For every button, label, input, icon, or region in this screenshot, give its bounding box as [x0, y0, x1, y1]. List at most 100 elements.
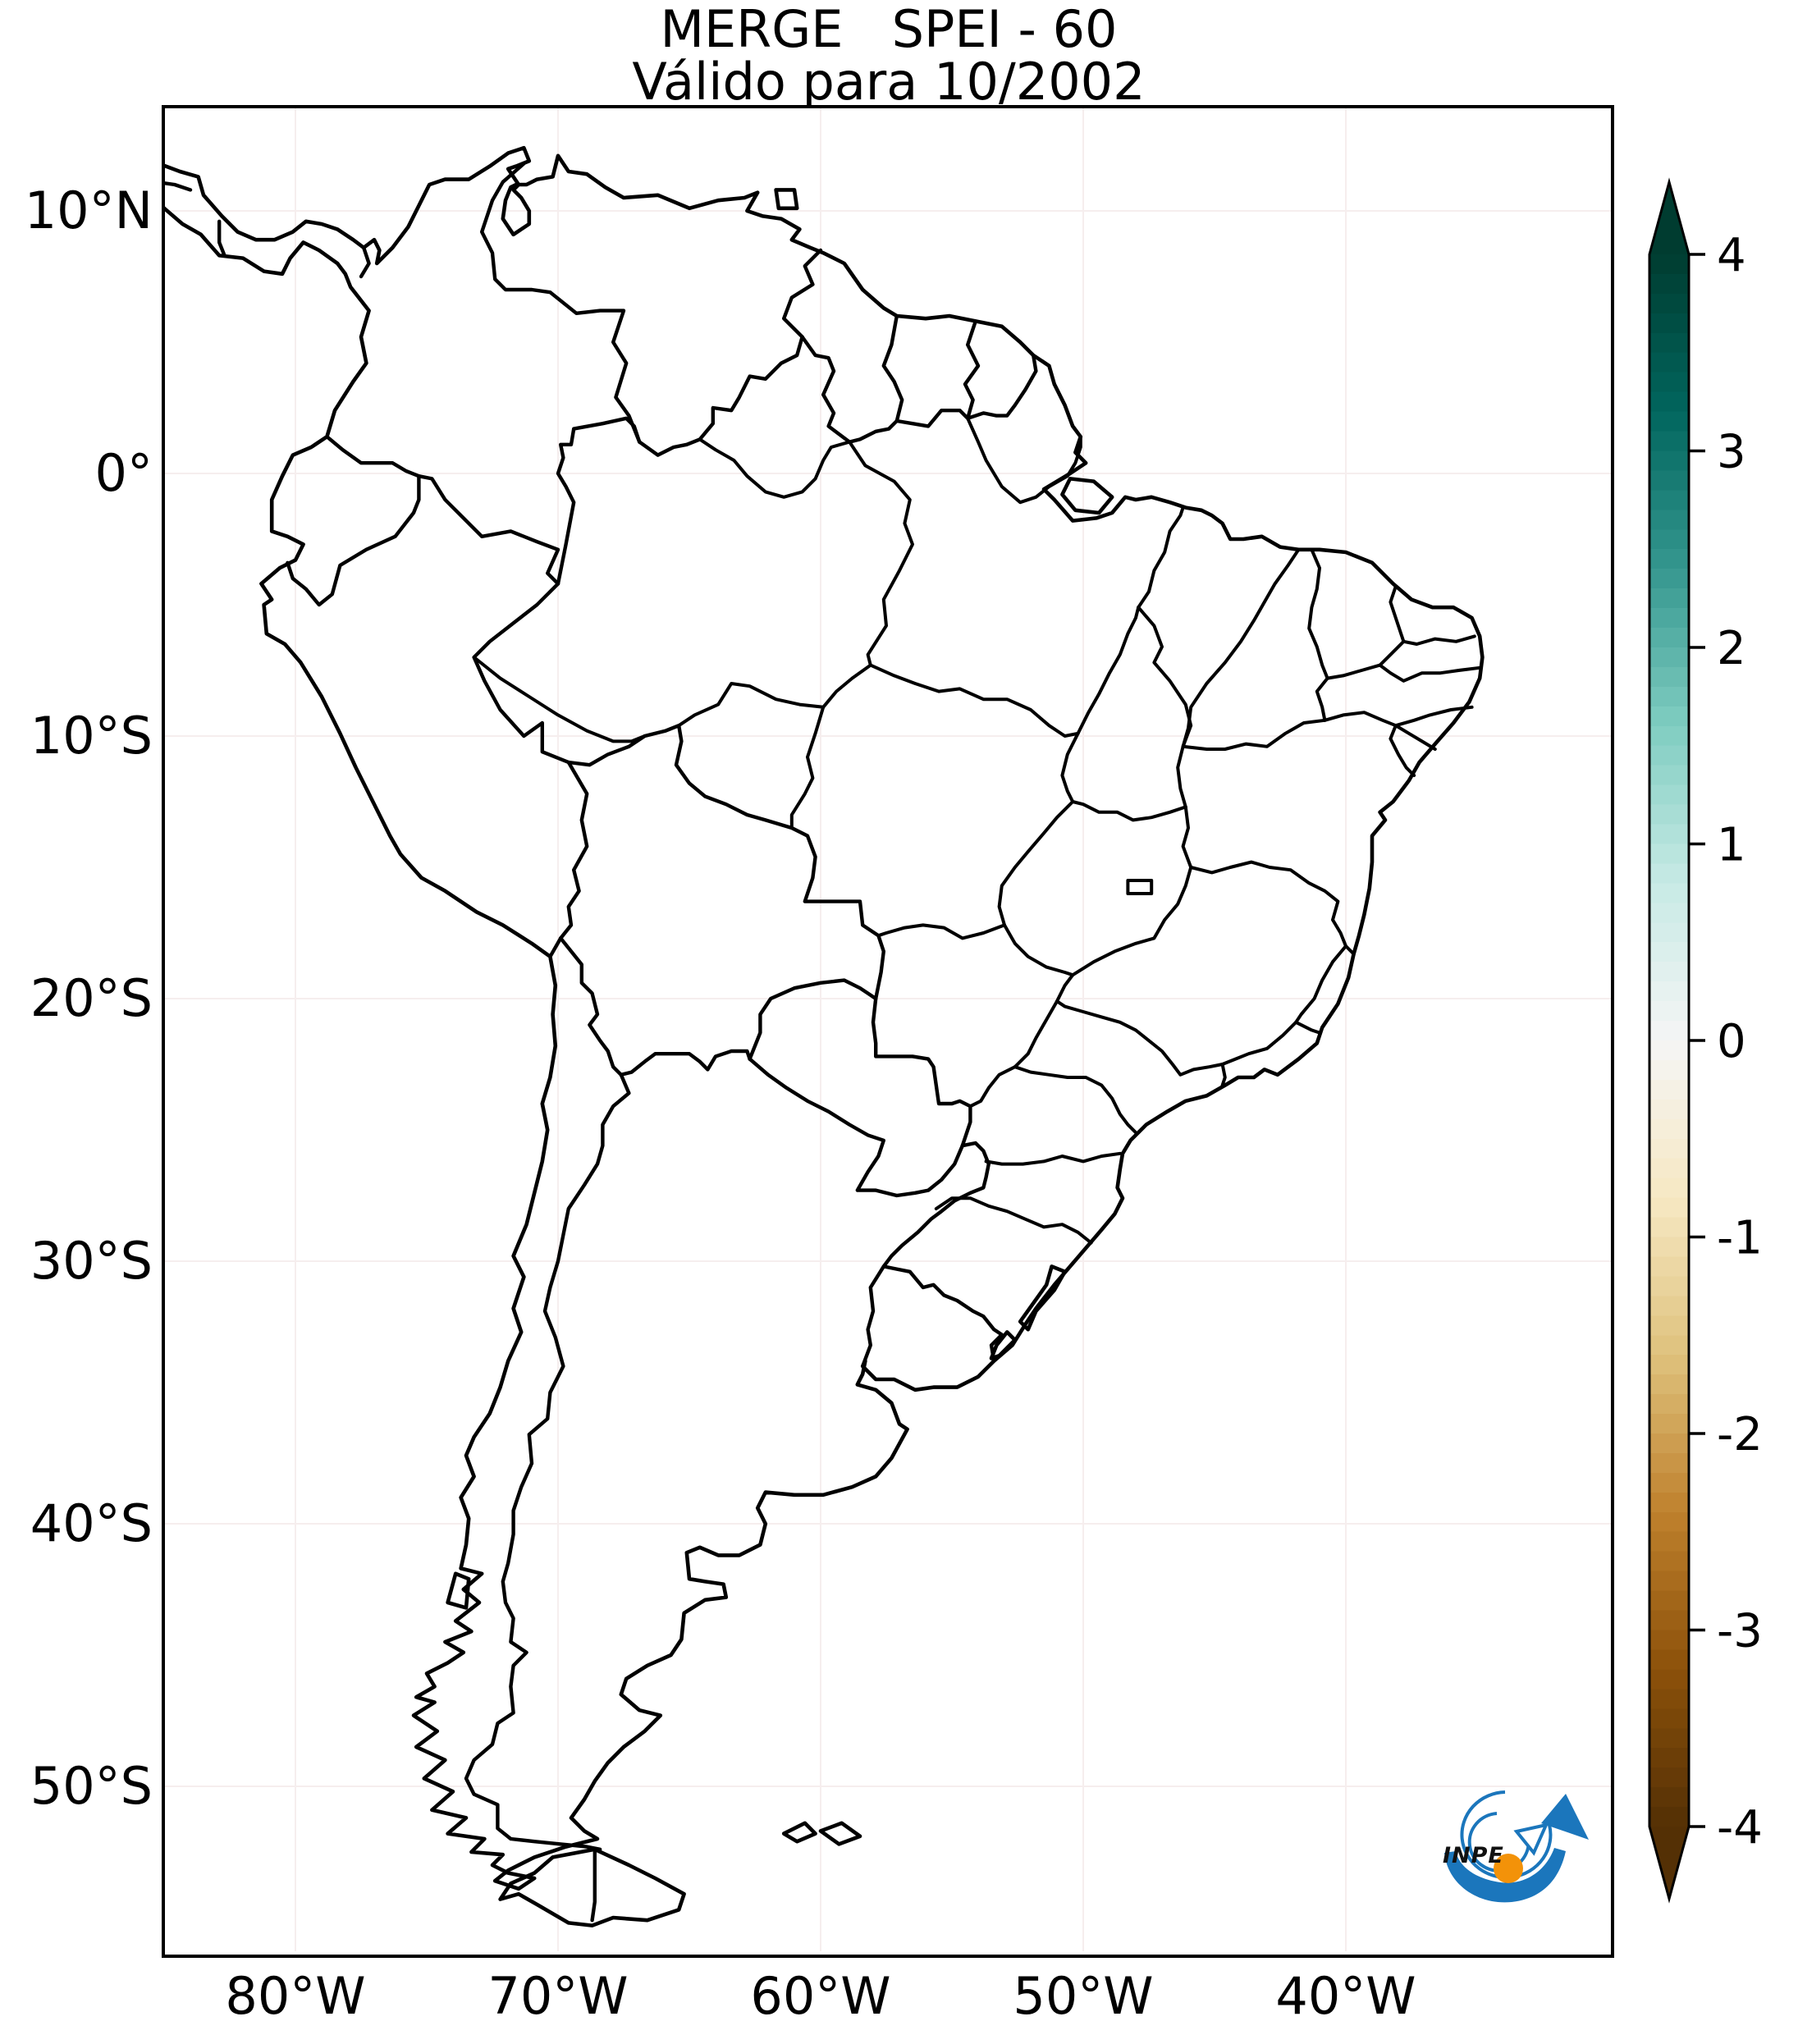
state-border-line	[1013, 999, 1059, 1069]
country-border-line	[590, 1847, 597, 1923]
country-border-line	[417, 474, 560, 586]
lat-tick-label: 20°S	[30, 968, 153, 1028]
country-border-line	[748, 978, 878, 1061]
colorbar-tick-label: -3	[1717, 1605, 1763, 1658]
colorbar-extend-upper	[1649, 182, 1689, 254]
inpe-logo: INPE	[1443, 1790, 1589, 1903]
spei-colorbar: 4 3 2 1 0 -1 -2 -3 -4	[1648, 177, 1763, 1904]
country-border-line	[963, 319, 981, 420]
state-border-line	[1378, 663, 1482, 683]
state-border-line	[1176, 744, 1187, 809]
country-border-line	[548, 936, 563, 959]
state-border-line	[1307, 547, 1329, 680]
state-border-line	[1402, 634, 1476, 646]
coastline	[818, 1821, 862, 1846]
state-border-line	[997, 800, 1075, 927]
title-line-2: Válido para 10/2002	[632, 52, 1146, 112]
state-border-line	[789, 705, 826, 830]
colorbar-tick-label: -1	[1717, 1212, 1763, 1265]
colorbar-gradient	[1649, 254, 1689, 1827]
lat-tick-label: 50°S	[30, 1756, 153, 1816]
title-line-1: MERGE SPEI - 60	[660, 0, 1118, 59]
coastline	[774, 188, 799, 211]
country-border-line	[559, 936, 623, 1077]
country-border-line	[619, 1049, 752, 1077]
state-border-line	[698, 437, 852, 499]
state-border-line	[1071, 800, 1187, 822]
coastline	[498, 1847, 686, 1927]
lat-tick-label: 10°S	[30, 706, 153, 766]
country-border-line	[800, 335, 899, 444]
country-border-line	[881, 1141, 991, 1269]
state-border-line	[472, 656, 647, 743]
state-border-line	[1003, 923, 1075, 977]
state-border-line	[1013, 1065, 1137, 1135]
state-border-line	[1060, 731, 1080, 803]
coastline	[781, 1821, 817, 1844]
state-border-line	[934, 1196, 1093, 1245]
coastline	[1018, 1264, 1067, 1332]
state-border-line	[1126, 879, 1154, 895]
country-border-line	[325, 435, 421, 478]
state-border-line	[1220, 1063, 1227, 1087]
coastline	[1060, 477, 1114, 515]
colorbar-tick-label: -4	[1717, 1801, 1763, 1854]
state-border-line	[1137, 505, 1185, 610]
state-border-line	[1076, 606, 1141, 735]
lon-tick-label: 40°W	[1275, 1966, 1416, 2026]
logo-globe-icon	[1494, 1854, 1523, 1883]
colorbar-tick-label: 0	[1717, 1015, 1746, 1068]
state-border-line	[1189, 860, 1347, 948]
country-border-line	[965, 353, 1038, 420]
country-border-line	[480, 162, 642, 444]
logo-down-arrow-icon	[1513, 1822, 1549, 1856]
state-border-line	[1389, 584, 1406, 643]
state-border-line	[876, 923, 1006, 940]
state-border-line	[1315, 676, 1329, 722]
state-border-line	[868, 663, 1080, 738]
country-border-line	[638, 335, 804, 457]
logo-arrowhead-icon	[1541, 1794, 1589, 1840]
state-border-line	[1055, 999, 1224, 1077]
colorbar-tick-label: 2	[1717, 622, 1746, 675]
country-border-line	[871, 996, 972, 1148]
country-border-line	[359, 245, 371, 279]
country-border-line	[286, 474, 421, 607]
state-border-line	[1294, 944, 1347, 1024]
country-border-line	[860, 1264, 886, 1369]
state-border-line	[1389, 724, 1416, 777]
country-border-line	[559, 760, 589, 940]
country-border-line	[894, 409, 970, 428]
state-border-line	[1323, 711, 1398, 728]
state-border-line	[1378, 639, 1406, 667]
state-border-line	[968, 1065, 1017, 1109]
state-border-line	[966, 416, 1082, 505]
lat-tick-label: 30°S	[30, 1231, 153, 1291]
state-border-line	[848, 440, 914, 667]
country-border-line	[165, 181, 193, 192]
colorbar-tick-label: 1	[1717, 819, 1746, 872]
lon-tick-label: 80°W	[225, 1966, 366, 2026]
coastline	[446, 1571, 471, 1610]
lat-tick-label: 10°N	[24, 181, 153, 240]
state-border-line	[1220, 1020, 1298, 1066]
state-border-line	[984, 1151, 1122, 1166]
lon-tick-label: 70°W	[487, 1966, 629, 2026]
figure-title: MERGE SPEI - 60 Válido para 10/2002	[163, 3, 1614, 108]
state-border-line	[1181, 547, 1301, 748]
colorbar-tick-label: 3	[1717, 426, 1746, 479]
state-border-line	[1181, 805, 1193, 869]
south-america-map	[165, 108, 1611, 1951]
state-border-line	[1393, 724, 1437, 751]
lon-tick-label: 60°W	[750, 1966, 891, 2026]
state-border-line	[677, 682, 826, 728]
state-border-line	[1294, 1020, 1321, 1035]
map-axes-frame	[162, 105, 1614, 1958]
country-border-line	[464, 1072, 631, 1852]
country-border-line	[881, 313, 904, 423]
colorbar-extend-lower	[1649, 1827, 1689, 1899]
country-border-line	[472, 582, 570, 765]
country-border-line	[782, 248, 823, 339]
state-border-line	[1071, 866, 1193, 977]
